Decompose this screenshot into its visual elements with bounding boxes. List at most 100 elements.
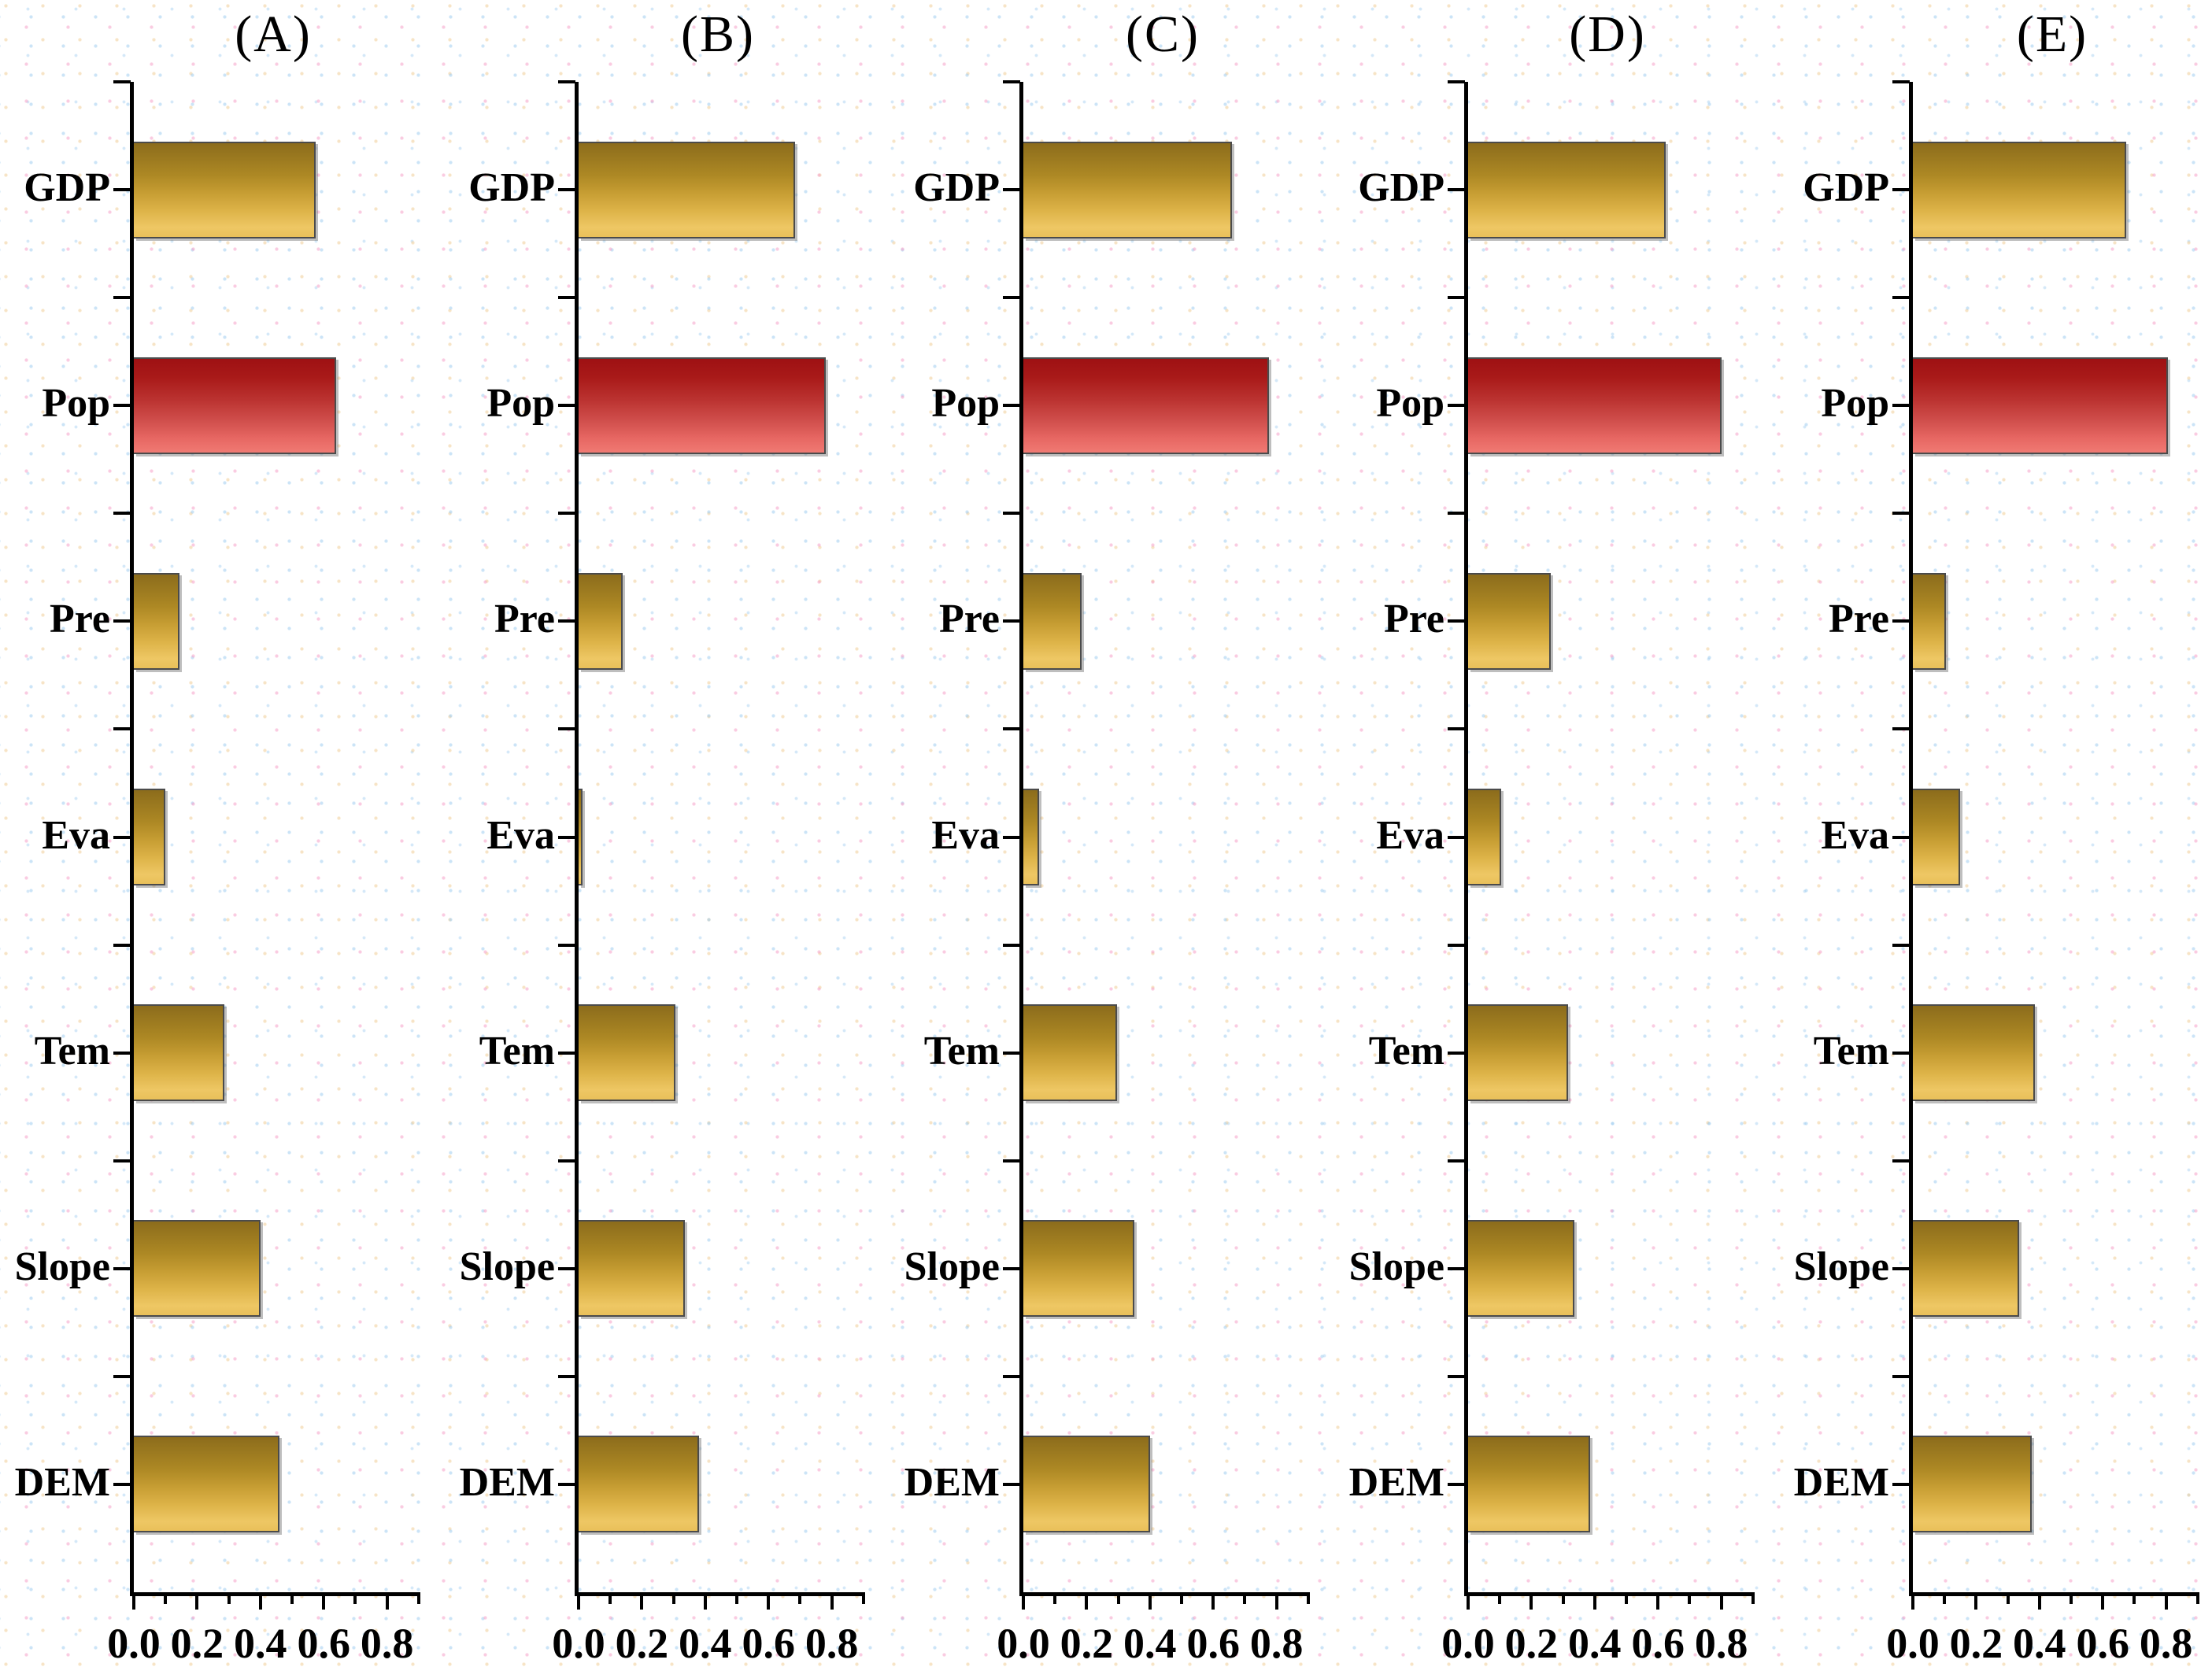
x-tick-label: 0.0: [997, 1620, 1050, 1667]
y-axis-tick: [1448, 943, 1465, 947]
x-axis-tick-minor: [2195, 1596, 2199, 1604]
category-label-dem: DEM: [904, 1459, 1000, 1505]
x-axis-tick-major: [1974, 1596, 1978, 1610]
x-tick-label: 0.0: [1886, 1620, 1940, 1667]
bar-tem: [134, 1004, 224, 1102]
y-axis-tick: [1892, 1374, 1910, 1378]
plot-area: GDP Pop Pre Eva Tem Slope DEM 0.0 0.2 0.4 0.6 0.8: [1349, 80, 1755, 1665]
bar-slope: [1023, 1220, 1134, 1318]
x-axis-tick-minor: [227, 1596, 231, 1604]
bar-pre: [1023, 572, 1082, 670]
y-axis-tick: [1003, 943, 1020, 947]
x-axis-tick-minor: [1180, 1596, 1183, 1604]
y-axis-tick: [1448, 835, 1465, 839]
x-axis-tick-minor: [861, 1596, 865, 1604]
y-axis-tick: [113, 1159, 131, 1162]
y-axis-tick: [113, 1266, 131, 1270]
category-label-slope: Slope: [904, 1244, 1000, 1289]
category-label-gdp: GDP: [1358, 164, 1444, 210]
x-tick-label: 0.6: [1631, 1620, 1685, 1667]
panel-title: (A): [235, 6, 312, 63]
bar-pre: [1468, 572, 1551, 670]
y-axis-tick: [1003, 512, 1020, 516]
y-axis-tick: [558, 619, 575, 623]
plot-area: GDP Pop Pre Eva Tem Slope DEM 0.0 0.2 0.4 0.6 0.8: [904, 80, 1310, 1665]
category-label-slope: Slope: [1793, 1244, 1889, 1289]
x-axis-tick-major: [1592, 1596, 1596, 1610]
category-label-pre: Pre: [494, 597, 555, 642]
category-label-pre: Pre: [939, 597, 1000, 642]
plot-area: GDP Pop Pre Eva Tem Slope DEM 0.0 0.2 0.4 0.6 0.8: [1794, 80, 2199, 1665]
x-tick-label: 0.0: [552, 1620, 605, 1667]
x-tick-label: 0.2: [1060, 1620, 1114, 1667]
panel-a: (A) GDP Pop Pre Eva Tem Slope DEM 0.0 0.2 0.4 0.6 0…: [0, 0, 442, 1665]
bar-pop: [579, 357, 826, 454]
x-axis-tick-minor: [1625, 1596, 1628, 1604]
y-axis-tick: [1892, 619, 1910, 623]
x-axis-tick-minor: [290, 1596, 294, 1604]
bar-tem: [579, 1004, 675, 1102]
x-axis-tick-minor: [164, 1596, 168, 1604]
x-axis-tick-minor: [1943, 1596, 1947, 1604]
y-axis-tick: [1448, 1374, 1465, 1378]
bar-pop: [1023, 357, 1269, 454]
x-axis-tick-major: [1022, 1596, 1025, 1610]
x-axis-tick-major: [258, 1596, 262, 1610]
y-axis-tick: [558, 188, 575, 192]
category-label-tem: Tem: [479, 1028, 555, 1074]
y-axis-tick: [1003, 835, 1020, 839]
category-label-eva: Eva: [42, 812, 110, 858]
x-axis-tick-minor: [1243, 1596, 1247, 1604]
x-axis-tick-major: [2164, 1596, 2168, 1610]
y-axis-tick: [1003, 188, 1020, 192]
bar-eva: [1913, 789, 1961, 885]
bar-gdp: [134, 141, 316, 238]
y-axis-tick: [1892, 296, 1910, 300]
x-axis-tick-major: [195, 1596, 199, 1610]
x-tick-label: 0.2: [1949, 1620, 2003, 1667]
x-tick-label: 0.6: [1186, 1620, 1240, 1667]
bar-pop: [1913, 357, 2168, 454]
bar-pre: [1913, 572, 1947, 670]
x-axis-tick-major: [1467, 1596, 1470, 1610]
y-axis-tick: [1448, 1266, 1465, 1270]
y-axis-tick: [1448, 727, 1465, 731]
bar-gdp: [1913, 141, 2127, 238]
y-axis-tick: [1892, 1482, 1910, 1486]
x-axis-tick-major: [1148, 1596, 1152, 1610]
category-label-tem: Tem: [34, 1028, 110, 1074]
bar-slope: [134, 1220, 261, 1318]
x-axis-tick-major: [640, 1596, 644, 1610]
x-axis-tick-minor: [671, 1596, 675, 1604]
y-axis-tick: [1003, 1482, 1020, 1486]
x-axis-tick-minor: [1498, 1596, 1502, 1604]
y-axis-tick: [1892, 404, 1910, 408]
bar-slope: [1913, 1220, 2019, 1318]
x-axis-tick-major: [1530, 1596, 1533, 1610]
x-tick-label: 0.4: [2013, 1620, 2066, 1667]
y-axis-tick: [113, 835, 131, 839]
x-tick-label: 0.4: [679, 1620, 732, 1667]
y-axis-tick: [558, 1374, 575, 1378]
y-axis-tick: [1003, 1051, 1020, 1055]
x-axis-tick-major: [1911, 1596, 1914, 1610]
category-label-pop: Pop: [931, 381, 1000, 427]
y-axis-tick: [113, 404, 131, 408]
x-tick-label: 0.0: [107, 1620, 161, 1667]
y-axis-tick: [1003, 404, 1020, 408]
bar-pre: [579, 572, 623, 670]
y-axis-tick: [1448, 1051, 1465, 1055]
x-axis-tick-major: [385, 1596, 389, 1610]
category-label-pop: Pop: [1821, 381, 1889, 427]
x-tick-label: 0.2: [1504, 1620, 1559, 1667]
bar-eva: [134, 789, 166, 885]
y-axis-tick: [1448, 188, 1465, 192]
y-axis-tick: [1448, 296, 1465, 300]
bar-pre: [134, 572, 180, 670]
category-label-pop: Pop: [42, 381, 110, 427]
y-axis-tick: [1892, 943, 1910, 947]
x-axis-tick-major: [1211, 1596, 1215, 1610]
y-axis-tick: [113, 1482, 131, 1486]
panel-title: (D): [1569, 6, 1646, 63]
panel-title: (E): [2016, 6, 2088, 63]
